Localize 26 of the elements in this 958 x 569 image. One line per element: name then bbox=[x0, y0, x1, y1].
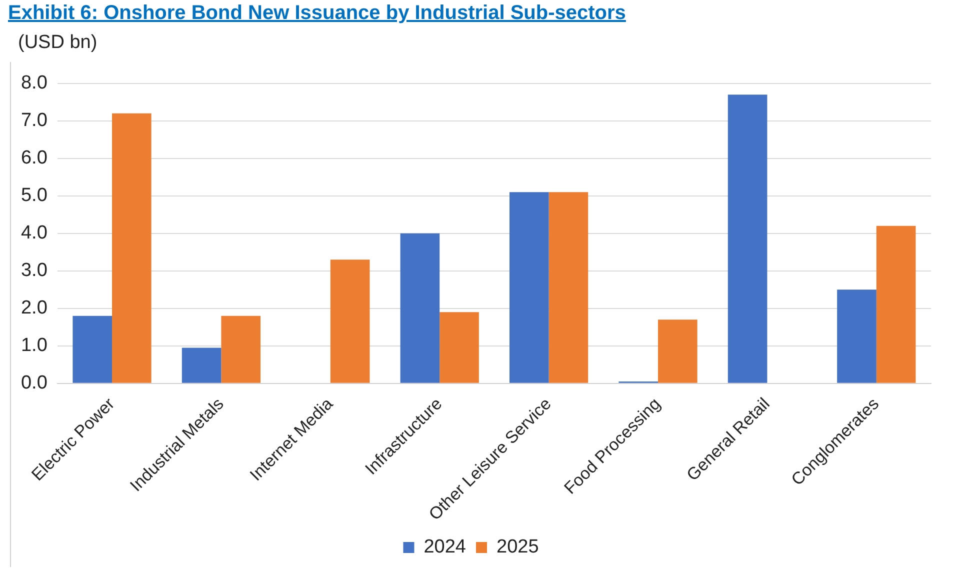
bar bbox=[440, 312, 479, 383]
legend-label: 2024 bbox=[424, 536, 466, 558]
chart-title: Exhibit 6: Onshore Bond New Issuance by Industrial Sub-sectors bbox=[7, 1, 627, 26]
bar bbox=[509, 192, 549, 383]
bar bbox=[876, 226, 916, 383]
bar bbox=[330, 260, 370, 383]
bar bbox=[72, 316, 112, 383]
bar bbox=[658, 320, 698, 383]
bar bbox=[400, 233, 440, 383]
bar bbox=[837, 290, 876, 383]
bar bbox=[548, 192, 588, 383]
bar bbox=[728, 94, 768, 383]
y-tick-label: 5.0 bbox=[20, 185, 48, 206]
bar bbox=[112, 113, 152, 383]
y-tick-label: 7.0 bbox=[20, 110, 48, 132]
y-tick-label: 4.0 bbox=[20, 222, 48, 244]
y-tick-label: 8.0 bbox=[20, 72, 48, 94]
y-tick-label: 6.0 bbox=[20, 148, 48, 169]
y-tick-label: 0.0 bbox=[20, 372, 48, 394]
legend-label: 2025 bbox=[496, 536, 539, 558]
y-tick-label: 3.0 bbox=[20, 260, 48, 282]
bar bbox=[182, 348, 222, 383]
y-tick-label: 2.0 bbox=[20, 298, 48, 319]
y-tick-label: 1.0 bbox=[20, 335, 48, 356]
y-axis-title: (USD bn) bbox=[17, 31, 98, 55]
bar bbox=[221, 316, 261, 383]
